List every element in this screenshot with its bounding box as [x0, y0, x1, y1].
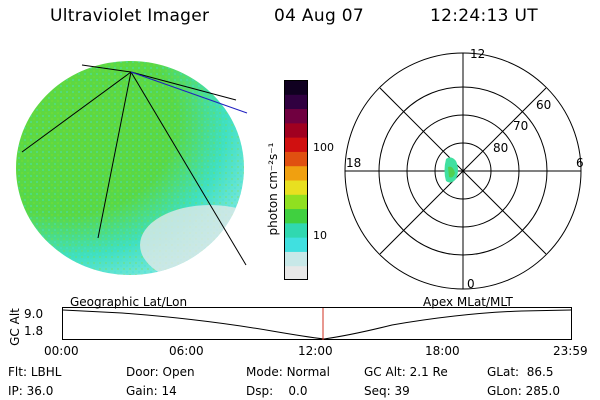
info-door: Door: Open	[126, 365, 195, 379]
lat-label-60: 60	[536, 98, 552, 112]
polar-label-12: 12	[470, 47, 486, 61]
polar-label-6: 6	[576, 156, 584, 170]
colorbar-cell	[284, 180, 308, 195]
colorbar-cell	[284, 265, 308, 280]
timeline-xtick-2359: 23:59	[553, 344, 588, 358]
timeline-ytick-bottom: 1.8	[24, 324, 44, 338]
info-ip: IP: 36.0	[8, 384, 54, 398]
info-dsp: Dsp: 0.0	[246, 384, 308, 398]
info-gain: Gain: 14	[126, 384, 177, 398]
lat-label-80: 80	[493, 141, 509, 155]
colorbar-cell	[284, 151, 308, 167]
colorbar-cell	[284, 80, 308, 95]
timeline-right-label: Apex MLat/MLT	[423, 295, 513, 309]
colorbar-cell	[284, 251, 308, 267]
instrument-title: Ultraviolet Imager	[50, 6, 210, 26]
colorbar-tick-10: 10	[313, 229, 327, 242]
info-glat: GLat: 86.5	[487, 365, 554, 379]
timeline-xtick-0000: 00:00	[44, 344, 79, 358]
colorbar-cell	[284, 108, 308, 124]
info-gc-alt: GC Alt: 2.1 Re	[364, 365, 448, 379]
altitude-timeline	[62, 307, 572, 340]
time-label: 12:24:13 UT	[430, 6, 538, 26]
timeline-left-label: Geographic Lat/Lon	[70, 295, 188, 309]
uv-image-disk	[16, 61, 248, 275]
colorbar-cell	[284, 208, 308, 224]
colorbar-cell	[284, 122, 308, 138]
colorbar	[284, 80, 308, 280]
timeline-xtick-1200: 12:00	[298, 344, 333, 358]
polar-plot	[344, 52, 582, 290]
colorbar-cell	[284, 94, 308, 110]
colorbar-cell	[284, 165, 308, 181]
colorbar-cell	[284, 222, 308, 238]
info-filter: Flt: LBHL	[8, 365, 62, 379]
info-glon: GLon: 285.0	[487, 384, 560, 398]
timeline-xtick-0600: 06:00	[169, 344, 204, 358]
timeline-ytick-top: 9.0	[24, 307, 44, 321]
info-mode: Mode: Normal	[246, 365, 330, 379]
polar-label-0: 0	[467, 277, 475, 291]
colorbar-unit-label: photon cm⁻²s⁻¹	[266, 142, 280, 236]
timeline-xtick-1800: 18:00	[425, 344, 460, 358]
polar-label-18: 18	[346, 156, 362, 170]
grid-lines	[21, 64, 247, 266]
info-seq: Seq: 39	[364, 384, 410, 398]
date-label: 04 Aug 07	[274, 6, 364, 26]
timeline-y-axis-label: GC Alt	[7, 308, 22, 346]
colorbar-tick-100: 100	[313, 141, 334, 154]
colorbar-cell	[284, 237, 308, 252]
colorbar-cell	[284, 194, 308, 210]
lat-label-70: 70	[513, 119, 529, 133]
colorbar-cell	[284, 137, 308, 152]
